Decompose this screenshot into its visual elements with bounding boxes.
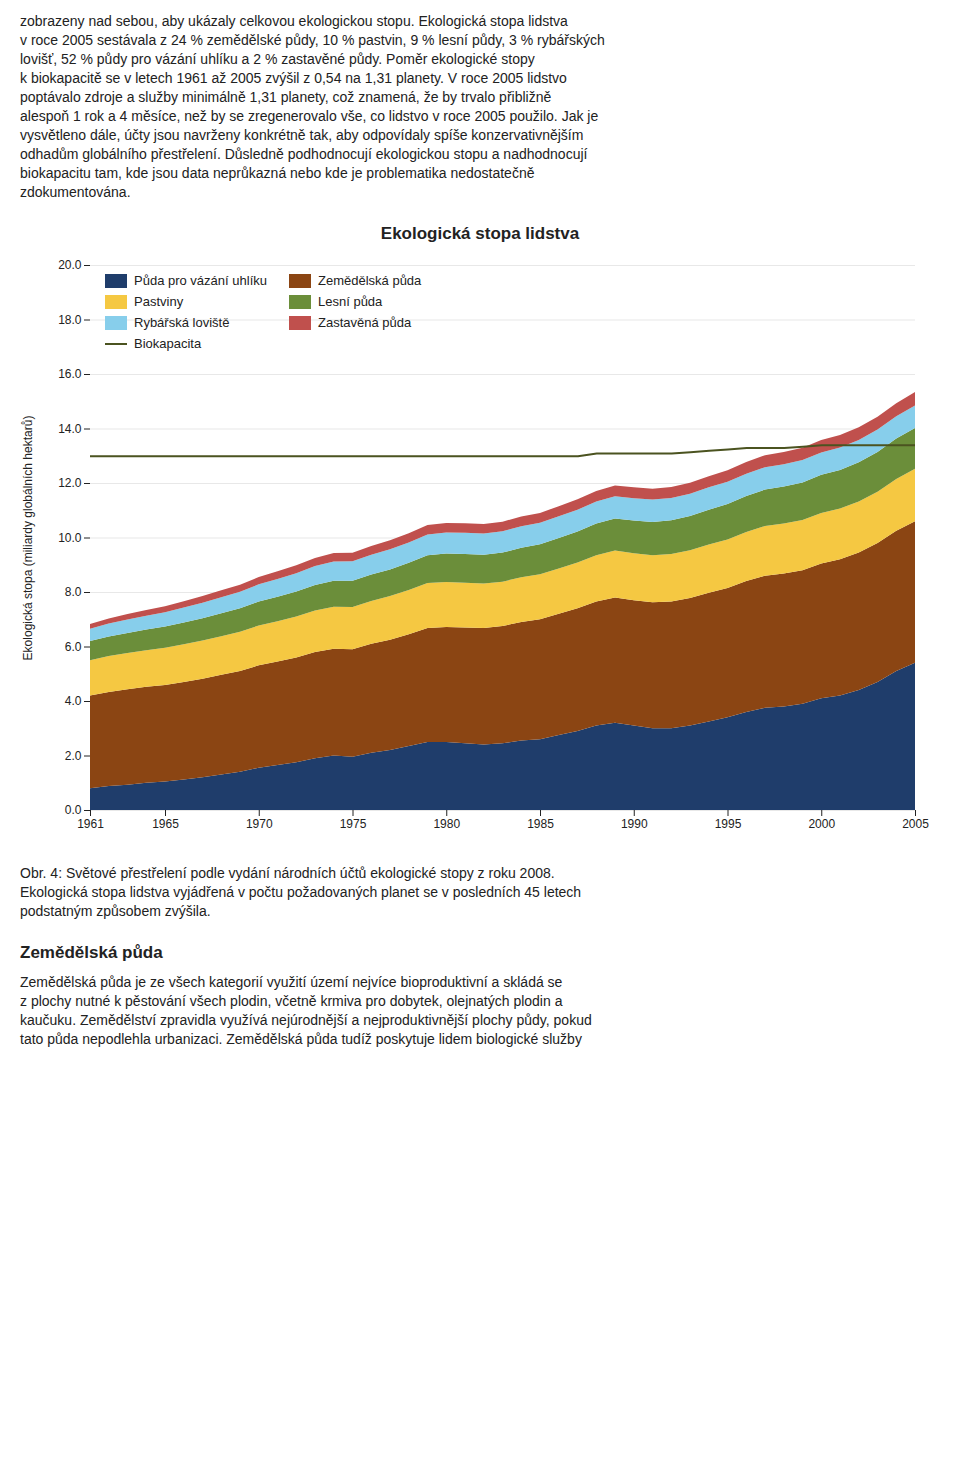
svg-text:1961: 1961 — [77, 817, 104, 831]
svg-text:Ekologická stopa (miliardy glo: Ekologická stopa (miliardy globálních he… — [21, 416, 35, 661]
html-text:poptávalo zdroje a služby mini: poptávalo zdroje a služby minimálně 1,31… — [20, 89, 552, 105]
html-text:v roce 2005 sestávala z 24 % z: v roce 2005 sestávala z 24 % zemědělské … — [20, 32, 605, 48]
html-text:kaučuku. Zemědělství zpravidla: kaučuku. Zemědělství zpravidla využívá n… — [20, 1012, 592, 1028]
html-text:Pastviny: Pastviny — [134, 294, 184, 309]
html-text:Zastavěná půda: Zastavěná půda — [318, 315, 412, 330]
html-text:Ekologická stopa lidstva vyjád: Ekologická stopa lidstva vyjádřená v poč… — [20, 884, 582, 900]
svg-text:10.0: 10.0 — [58, 531, 82, 545]
svg-text:1995: 1995 — [715, 817, 742, 831]
html-text:zobrazeny nad sebou, aby ukáza: zobrazeny nad sebou, aby ukázaly celkovo… — [20, 13, 568, 29]
svg-text:1965: 1965 — [152, 817, 179, 831]
html-text:tato půda nepodlehla urbanizac: tato půda nepodlehla urbanizaci. Zeměděl… — [20, 1031, 582, 1047]
svg-text:1985: 1985 — [527, 817, 554, 831]
svg-text:1970: 1970 — [246, 817, 273, 831]
html-text:k biokapacitě se v letech 1961: k biokapacitě se v letech 1961 až 2005 z… — [20, 70, 567, 86]
html-text:Ekologická stopa lidstva: Ekologická stopa lidstva — [380, 224, 580, 243]
svg-text:1975: 1975 — [340, 817, 367, 831]
svg-text:0.0: 0.0 — [65, 803, 82, 817]
html-text:alespoň 1 rok a 4 měsíce, než: alespoň 1 rok a 4 měsíce, než by se zreg… — [20, 108, 599, 124]
html-text:vysvětleno dále, účty jsou nav: vysvětleno dále, účty jsou navrženy konk… — [20, 127, 584, 143]
svg-text:20.0: 20.0 — [58, 258, 82, 272]
html-text:Lesní půda: Lesní půda — [318, 294, 383, 309]
html-text:zdokumentována.: zdokumentována. — [20, 184, 131, 200]
svg-text:1990: 1990 — [621, 817, 648, 831]
svg-text:14.0: 14.0 — [58, 422, 82, 436]
svg-text:2.0: 2.0 — [65, 749, 82, 763]
html-text:Rybářská loviště: Rybářská loviště — [134, 315, 230, 330]
svg-text:2000: 2000 — [808, 817, 835, 831]
svg-text:2005: 2005 — [902, 817, 929, 831]
html-text:Obr. 4: Světové přestřelení po: Obr. 4: Světové přestřelení podle vydání… — [20, 865, 555, 881]
svg-text:16.0: 16.0 — [58, 367, 82, 381]
html-text:biokapacitu tam, kde jsou data: biokapacitu tam, kde jsou data neprůkazn… — [20, 165, 535, 181]
svg-text:8.0: 8.0 — [65, 585, 82, 599]
html-text:podstatným způsobem zvýšila.: podstatným způsobem zvýšila. — [20, 903, 211, 919]
svg-text:4.0: 4.0 — [65, 694, 82, 708]
html-text:Zemědělská půda: Zemědělská půda — [318, 273, 422, 288]
html-text:z plochy nutné k pěstování vše: z plochy nutné k pěstování všech plodin,… — [20, 993, 563, 1009]
html-text:Biokapacita: Biokapacita — [134, 336, 202, 351]
svg-text:1980: 1980 — [433, 817, 460, 831]
html-text:lovišť, 52 % půdy pro vázání u: lovišť, 52 % půdy pro vázání uhlíku a 2 … — [20, 51, 535, 67]
html-text:Zemědělská půda: Zemědělská půda — [20, 943, 163, 962]
html-text:Půda pro vázání uhlíku: Půda pro vázání uhlíku — [134, 273, 267, 288]
html-text:Zemědělská půda je ze všech ka: Zemědělská půda je ze všech kategorií vy… — [20, 974, 563, 990]
html-text:odhadům globálního přestřelení: odhadům globálního přestřelení. Důsledně… — [20, 146, 588, 162]
svg-text:18.0: 18.0 — [58, 313, 82, 327]
svg-text:6.0: 6.0 — [65, 640, 82, 654]
svg-text:12.0: 12.0 — [58, 476, 82, 490]
